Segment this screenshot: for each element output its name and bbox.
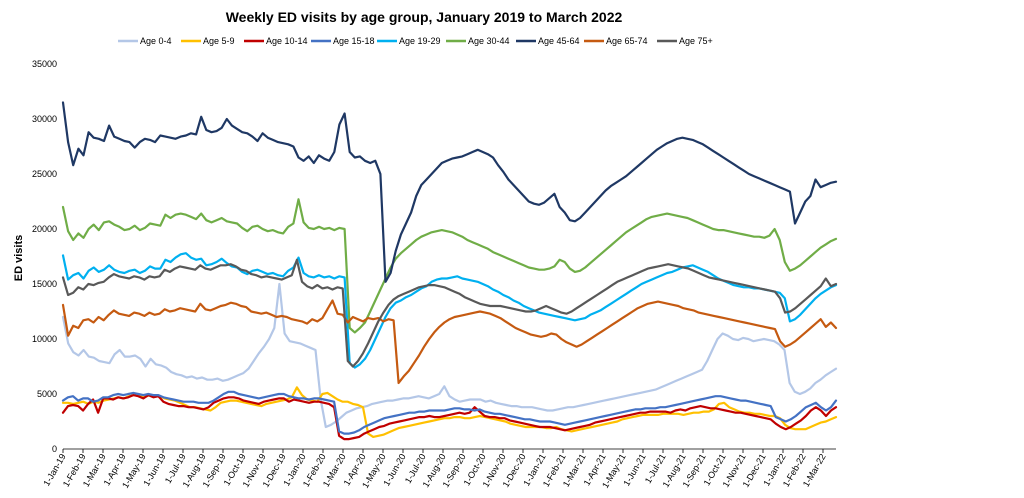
series-line-age-30-44	[61, 198, 838, 334]
legend-label: Age 45-64	[538, 36, 580, 46]
y-tick-label: 5000	[37, 389, 57, 399]
chart-title: Weekly ED visits by age group, January 2…	[226, 9, 623, 25]
x-axis: 1-Jan-191-Feb-191-Mar-191-Apr-191-May-19…	[41, 448, 836, 490]
plot-series	[61, 101, 838, 441]
y-tick-label: 10000	[32, 334, 57, 344]
y-axis-label: ED visits	[13, 235, 25, 281]
y-tick-label: 30000	[32, 114, 57, 124]
series-line-age-10-14	[61, 394, 838, 441]
y-tick-label: 25000	[32, 169, 57, 179]
legend-label: Age 15-18	[333, 36, 375, 46]
legend-label: Age 10-14	[266, 36, 308, 46]
series-line-age-19-29	[61, 252, 838, 369]
legend-label: Age 19-29	[399, 36, 441, 46]
series-line-age-15-18	[61, 390, 838, 435]
y-tick-label: 20000	[32, 224, 57, 234]
legend-label: Age 65-74	[606, 36, 648, 46]
legend-label: Age 30-44	[468, 36, 510, 46]
legend-label: Age 0-4	[140, 36, 172, 46]
series-line-age-0-4	[61, 282, 838, 429]
legend: Age 0-4 Age 5-9 Age 10-14 Age 15-18 Age 19-2…	[118, 36, 713, 46]
series-line-age-65-74	[61, 299, 838, 385]
legend-label: Age 75+	[679, 36, 713, 46]
series-line-age-45-64	[61, 101, 838, 283]
y-tick-label: 0	[52, 444, 57, 454]
y-tick-label: 35000	[32, 59, 57, 69]
y-tick-label: 15000	[32, 279, 57, 289]
y-axis: 0 5000 10000 15000 20000 25000 30000 35000	[32, 59, 57, 454]
series-line-age-75-	[61, 258, 838, 368]
legend-label: Age 5-9	[203, 36, 235, 46]
